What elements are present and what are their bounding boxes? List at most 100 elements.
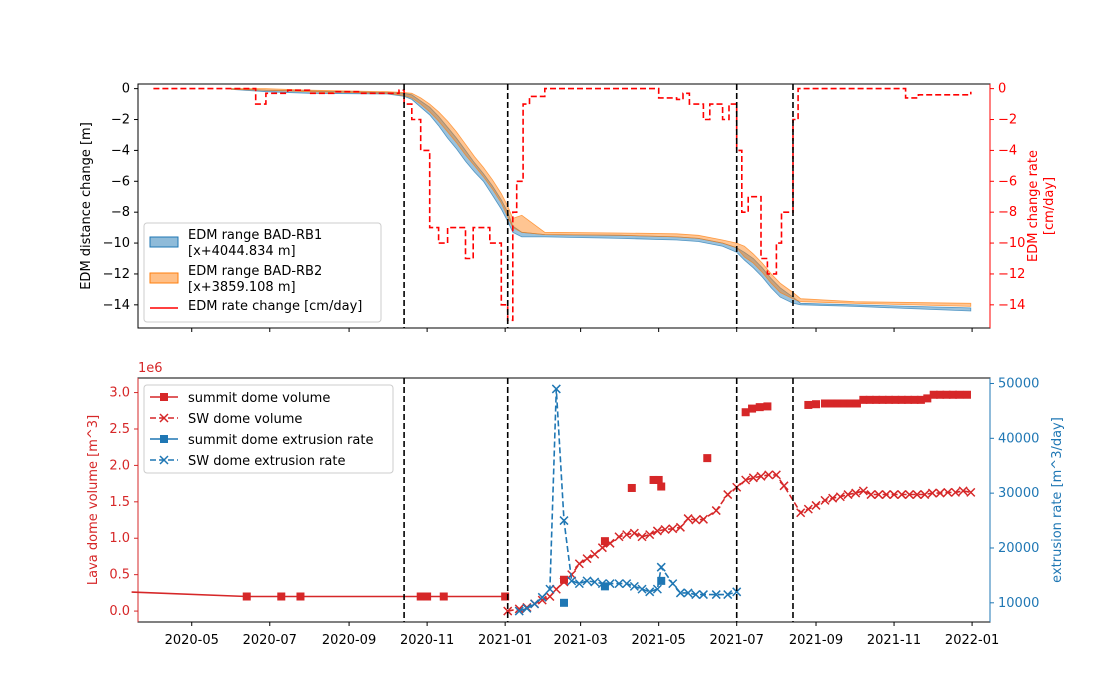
x-tick-label: 2020-09 [322,633,376,648]
summit-volume-point [884,395,893,404]
sw-volume-point [904,490,914,500]
sw-rate-point [605,579,615,589]
sw-volume-point [514,604,524,614]
summit-volume-point [910,395,919,404]
sw-rate-point [732,587,742,597]
summit-volume-point [560,575,568,584]
summit-volume-line [131,591,506,598]
y2-tick-label: −14 [998,298,1025,313]
summit-volume-point [654,475,663,484]
sw-volume-point [637,532,647,542]
top-legend: EDM range BAD-RB1[x+4044.834 m] EDM range… [143,222,382,323]
y-tick-label: 1.5 [109,495,130,510]
summit-volume-point [627,483,636,492]
y-scale-multiplier: 1e6 [138,361,163,376]
y2-tick-label: −2 [998,113,1017,128]
summit-volume-point [755,403,764,412]
sw-volume-point [748,473,758,483]
summit-volume-point [600,537,609,546]
sw-rate-point [637,584,647,594]
sw-rate-point [567,576,577,586]
sw-volume-point [691,515,701,525]
summit-volume-point [833,399,842,408]
band-edm-range-bad-rb1 [231,88,972,312]
sw-volume-point [675,522,685,532]
top-y2-axis-label: EDM change rate [cm/day] [1026,150,1057,262]
sw-volume-point [741,475,751,485]
y2-label-line: EDM change rate [1026,150,1041,262]
sw-volume-point [622,530,632,540]
y-tick-label: 1.0 [109,531,130,546]
y2-tick-label: 10000 [998,596,1039,611]
y-tick-label: −4 [111,143,130,158]
summit-volume-point [948,390,957,399]
sw-volume-point [503,606,513,616]
sw-volume-point [756,471,766,481]
sw-volume-point [897,490,907,500]
legend-label: SW dome extrusion rate [188,454,346,469]
sw-volume-point [943,487,953,497]
sw-volume-point [858,486,868,496]
sw-volume-point [796,508,806,518]
sw-volume-point [811,500,821,510]
sw-rate-point [723,590,733,600]
sw-volume-point [764,470,774,480]
summit-volume-point [703,454,712,463]
summit-volume-point [962,390,971,399]
sw-volume-point [779,481,789,491]
y-tick-label: −14 [103,298,130,313]
sw-rate-point [590,577,600,587]
x-tick-label: 2021-03 [553,633,607,648]
legend-swatch-marker [159,413,169,423]
summit-rate-point [560,598,568,607]
summit-volume-point [741,408,750,417]
summit-rate-point [657,576,666,585]
x-tick-label: 2021-05 [632,633,686,648]
sw-rate-point [683,588,693,598]
sw-volume-point [711,506,721,516]
summit-volume-point [296,592,305,601]
legend-swatch-marker [159,455,169,465]
summit-volume-point [865,395,874,404]
summit-volume-point [748,404,757,413]
sw-rate-point [629,581,639,591]
sw-volume-point [559,577,569,587]
summit-volume-point [840,399,849,408]
legend-swatch-marker [160,435,168,443]
sw-rate-point [656,562,666,572]
sw-volume-point [912,490,922,500]
sw-volume-line [507,474,971,612]
x-tick-label: 2020-07 [243,633,297,648]
summit-volume-point [897,395,906,404]
x-tick-label: 2020-11 [400,633,454,648]
summit-volume-point [859,395,868,404]
x-tick-label: 2021-07 [710,633,764,648]
y2-tick-label: 0 [998,82,1006,97]
summit-volume-point [852,399,861,408]
sw-volume-point [966,487,976,497]
sw-volume-point [668,524,678,534]
sw-volume-point [574,559,584,569]
sw-volume-point [660,524,670,535]
sw-volume-point [771,470,781,480]
summit-volume-point [929,390,938,399]
summit-volume-point [923,394,932,403]
sw-volume-point [820,495,830,505]
bottom-legend: summit dome volume SW dome volume summit d… [143,384,394,474]
y-tick-label: 0.5 [109,568,130,583]
sw-rate-point [545,584,555,594]
sw-volume-point [698,514,708,524]
sw-volume-point [835,492,845,502]
sw-rate-point [711,590,721,600]
y2-tick-label: −8 [998,205,1017,220]
y-tick-label: 2.5 [109,422,130,437]
legend-swatch-marker [160,393,168,401]
legend-label: SW dome volume [188,412,302,427]
x-tick-label: 2021-11 [867,633,921,648]
sw-rate-point [675,588,685,598]
sw-volume-point [582,554,592,564]
sw-volume-point [958,486,968,496]
legend-label: [x+4044.834 m] [188,244,296,259]
sw-volume-point [828,493,838,503]
